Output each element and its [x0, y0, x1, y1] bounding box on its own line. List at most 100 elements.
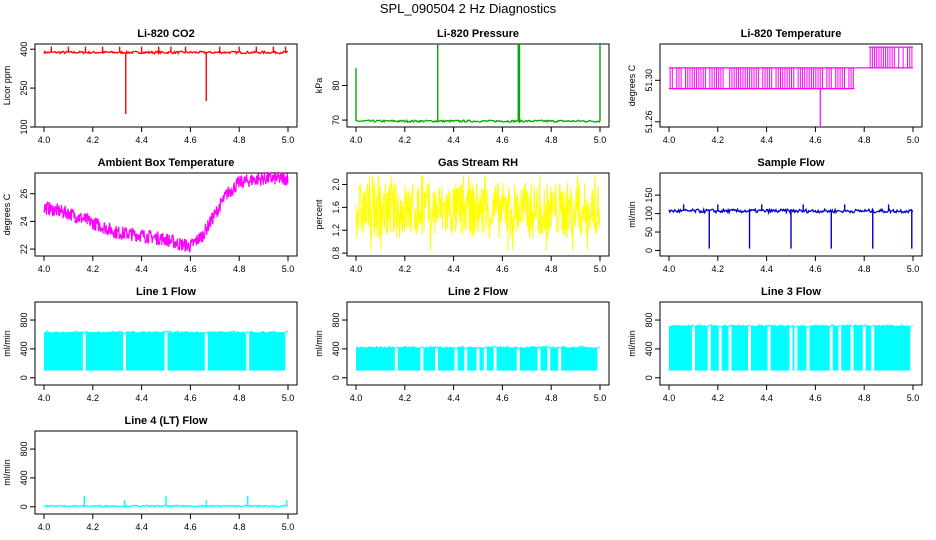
series-top-edge: [668, 323, 914, 329]
flow-block: [770, 325, 790, 371]
chart-title: Li-820 Temperature: [741, 28, 842, 40]
flow-block: [397, 347, 421, 371]
x-tick-label: 4.2: [87, 264, 100, 274]
x-tick-label: 4.6: [184, 135, 197, 145]
series-temperature: [669, 46, 913, 126]
flow-block: [423, 347, 436, 371]
plot-frame: [34, 172, 298, 257]
x-tick-label: 4.8: [233, 135, 246, 145]
series-line-4: [43, 495, 289, 508]
x-tick-label: 5.0: [907, 264, 920, 274]
x-tick-label: 4.2: [712, 264, 725, 274]
x-tick-label: 4.0: [663, 393, 676, 403]
x-tick-label: 4.8: [233, 393, 246, 403]
y-tick-label: 0: [331, 375, 341, 380]
series-rh: [355, 175, 601, 251]
flow-block: [167, 332, 205, 371]
chart-panel: Li-820 Temperature 4.0 4.2 4.4 4.6 4.8 5.0 51.2…: [627, 28, 923, 145]
x-tick-label: 4.0: [663, 264, 676, 274]
chart-title: Li-820 Pressure: [437, 28, 519, 40]
y-tick-label: 0: [19, 375, 29, 380]
x-tick-label: 4.8: [545, 264, 558, 274]
flow-block: [669, 325, 692, 371]
x-tick-label: 4.0: [350, 264, 363, 274]
chart-title: Line 2 Flow: [448, 286, 508, 298]
y-tick-label: 800: [19, 313, 29, 328]
plot-frame: [346, 43, 610, 128]
y-tick-label: 0: [644, 248, 654, 253]
x-tick-label: 4.4: [135, 522, 148, 532]
series-line-2: [355, 345, 601, 371]
chart-panel: Line 3 Flow 4.0 4.2 4.4 4.6 4.8 5.0 0 400 800 ml/m…: [627, 286, 923, 403]
series-line: [43, 49, 289, 56]
x-tick-label: 4.0: [38, 522, 51, 532]
x-tick-label: 4.4: [135, 264, 148, 274]
chart-title: Line 4 (LT) Flow: [125, 415, 208, 427]
x-tick-label: 4.2: [712, 393, 725, 403]
x-tick-label: 5.0: [282, 393, 295, 403]
x-tick-label: 4.4: [447, 264, 460, 274]
flow-block: [207, 332, 247, 371]
y-tick-label: 800: [644, 313, 654, 328]
flow-block: [832, 325, 839, 371]
flow-block: [792, 325, 795, 371]
flow-block: [710, 325, 719, 371]
y-tick-label: 51.30: [644, 69, 654, 92]
flow-block: [519, 347, 538, 371]
y-tick-label: 400: [19, 470, 29, 485]
chart-panel: Line 1 Flow 4.0 4.2 4.4 4.6 4.8 5.0 0 400 800 ml/m…: [2, 286, 298, 403]
flow-block: [841, 325, 851, 371]
y-tick-label: 2.0: [331, 178, 341, 191]
y-axis-label: ml/min: [2, 330, 12, 357]
chart-title: Gas Stream RH: [438, 157, 518, 169]
flow-block: [874, 325, 911, 371]
y-tick-label: 0.8: [331, 247, 341, 260]
x-tick-label: 4.6: [184, 264, 197, 274]
x-tick-label: 4.0: [350, 135, 363, 145]
flow-block: [356, 347, 395, 371]
x-tick-label: 4.4: [760, 264, 773, 274]
flow-block: [44, 332, 83, 371]
y-tick-label: 50: [644, 227, 654, 237]
chart-title: Ambient Box Temperature: [98, 157, 235, 169]
flow-block: [457, 347, 465, 371]
x-tick-label: 5.0: [594, 393, 607, 403]
y-tick-label: 400: [19, 42, 29, 57]
x-tick-label: 4.8: [233, 264, 246, 274]
flow-block: [486, 347, 494, 371]
plot-frame: [346, 172, 610, 257]
flow-block: [249, 332, 286, 371]
y-axis-label: ml/min: [627, 330, 637, 357]
x-tick-label: 4.0: [38, 393, 51, 403]
series-top-edge: [43, 330, 289, 335]
flow-block: [751, 325, 768, 371]
series-line: [355, 118, 601, 124]
flow-block: [731, 325, 749, 371]
flow-block: [479, 347, 484, 371]
x-tick-label: 4.2: [399, 135, 412, 145]
flow-block: [550, 347, 559, 371]
y-tick-label: 1.6: [331, 201, 341, 214]
chart-panel: Ambient Box Temperature 4.0 4.2 4.4 4.6 4.8 5.…: [2, 157, 298, 274]
series-box-temp: [43, 171, 289, 253]
y-tick-label: 400: [331, 341, 341, 356]
x-tick-label: 4.2: [87, 522, 100, 532]
y-axis-label: degrees C: [627, 64, 637, 106]
x-tick-label: 4.4: [447, 393, 460, 403]
y-axis-label: percent: [314, 199, 324, 230]
chart-title: Sample Flow: [757, 157, 825, 169]
y-tick-label: 80: [331, 80, 341, 90]
plot-frame: [34, 301, 298, 386]
plot-frame: [346, 301, 610, 386]
x-tick-label: 4.8: [858, 264, 871, 274]
page-title: SPL_090504 2 Hz Diagnostics: [379, 1, 557, 16]
y-tick-label: 26: [19, 189, 29, 199]
series-line-1: [43, 330, 289, 371]
y-axis-label: ml/min: [314, 330, 324, 357]
y-tick-label: 250: [19, 81, 29, 96]
flow-block: [561, 347, 598, 371]
y-axis-label: kPa: [314, 78, 324, 94]
flow-block: [721, 325, 729, 371]
y-axis-label: ml/min: [627, 201, 637, 228]
x-tick-label: 4.8: [545, 135, 558, 145]
